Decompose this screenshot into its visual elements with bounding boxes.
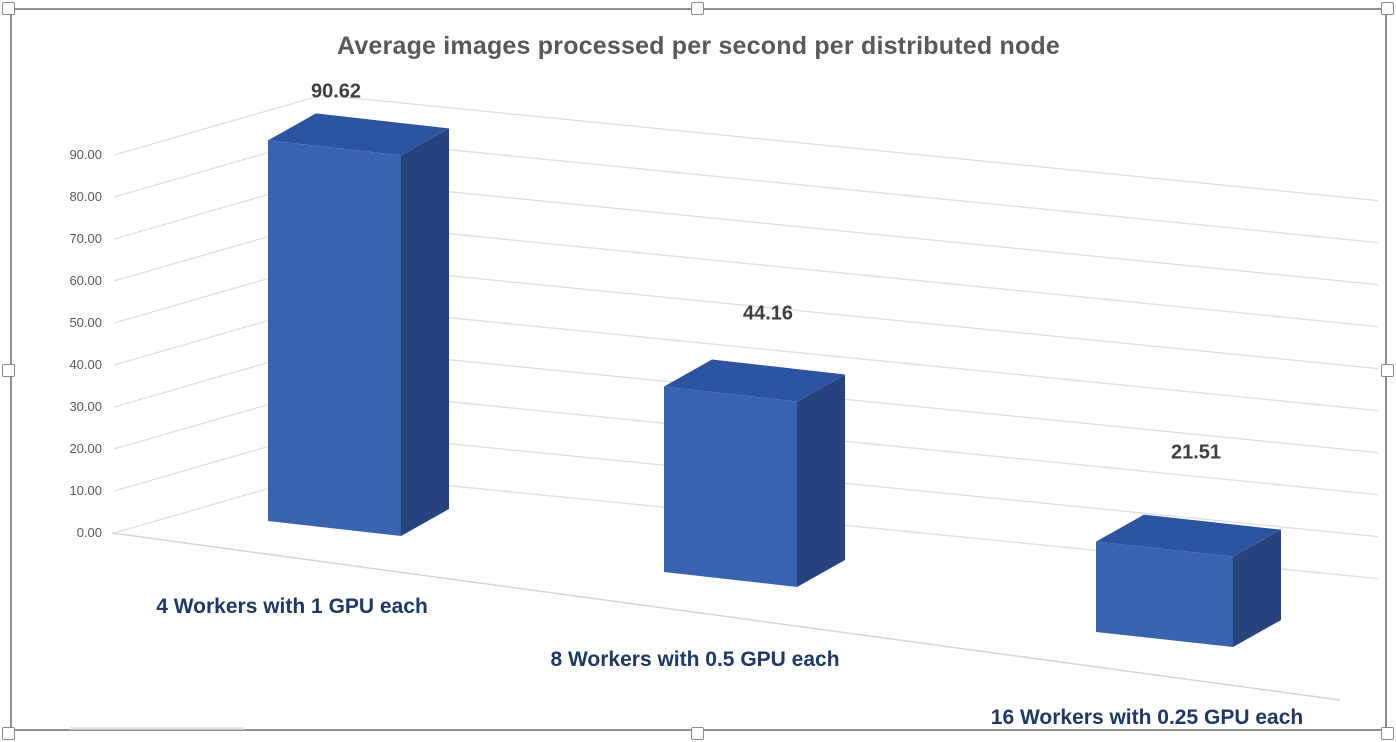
faint-artifact (70, 727, 245, 730)
bar-side-face (401, 128, 449, 536)
y-tick-label: 20.00 (69, 441, 102, 456)
selection-handle-top-center[interactable] (690, 1, 704, 15)
selection-handle-middle-right[interactable] (1380, 363, 1394, 377)
chart-title: Average images processed per second per … (337, 32, 1060, 60)
y-tick-label: 50.00 (69, 315, 102, 330)
selection-handle-bottom-right[interactable] (1380, 726, 1394, 740)
selection-handle-bottom-left[interactable] (1, 726, 15, 740)
category-label-2: 8 Workers with 0.5 GPU each (550, 648, 840, 671)
category-label-3: 16 Workers with 0.25 GPU each (990, 706, 1304, 729)
data-label-bar-2: 44.16 (742, 302, 794, 325)
bar-front-face (1096, 541, 1233, 647)
selection-handle-bottom-center[interactable] (690, 726, 704, 740)
data-label-bar-3: 21.51 (1170, 441, 1222, 464)
bar-front-face (268, 140, 401, 536)
y-tick-label: 0.00 (76, 525, 102, 540)
floor-edge (111, 532, 1341, 701)
category-label-1: 4 Workers with 1 GPU each (156, 595, 428, 618)
bar-front-face (664, 386, 797, 587)
y-tick-label: 80.00 (69, 189, 102, 204)
bar-side-face (1233, 529, 1281, 647)
selection-handle-top-left[interactable] (1, 1, 15, 15)
y-tick-label: 10.00 (69, 483, 102, 498)
y-tick-label: 40.00 (69, 357, 102, 372)
y-tick-label: 70.00 (69, 231, 102, 246)
gridline (113, 94, 1379, 202)
selection-handle-middle-left[interactable] (1, 363, 15, 377)
y-tick-label: 30.00 (69, 399, 102, 414)
selection-handle-top-right[interactable] (1380, 1, 1394, 15)
y-tick-label: 60.00 (69, 273, 102, 288)
bar-top-face (1096, 514, 1281, 557)
bar-top-face (268, 113, 449, 156)
y-tick-label: 90.00 (69, 147, 102, 162)
data-label-bar-1: 90.62 (310, 80, 362, 103)
bar-side-face (797, 374, 845, 587)
bar-top-face (664, 359, 845, 402)
